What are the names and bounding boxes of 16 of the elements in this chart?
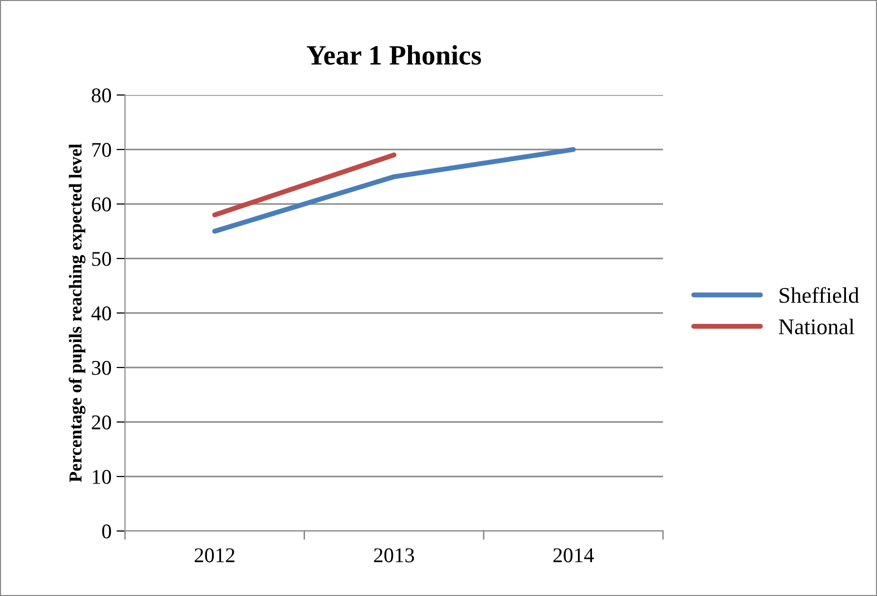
y-tick-label: 80 bbox=[92, 88, 112, 102]
y-tick-label: 50 bbox=[92, 252, 112, 266]
x-tick-label: 2014 bbox=[553, 548, 594, 562]
chart-title: Year 1 Phonics bbox=[306, 45, 482, 65]
y-tick-label: 30 bbox=[92, 360, 112, 375]
x-tick-label: 2013 bbox=[374, 548, 414, 562]
y-tick-label: 60 bbox=[92, 197, 112, 212]
y-tick-label: 10 bbox=[92, 470, 112, 484]
x-tick-label: 2012 bbox=[194, 548, 234, 562]
y-axis-title: Percentage of pupils reaching expected level bbox=[68, 144, 86, 482]
y-tick-label: 20 bbox=[92, 415, 112, 430]
y-tick-label: 70 bbox=[92, 142, 112, 157]
legend-label: National bbox=[778, 318, 854, 334]
y-tick-label: 0 bbox=[102, 524, 112, 538]
y-tick-label: 40 bbox=[91, 306, 112, 320]
legend-label: Sheffield bbox=[780, 287, 859, 303]
